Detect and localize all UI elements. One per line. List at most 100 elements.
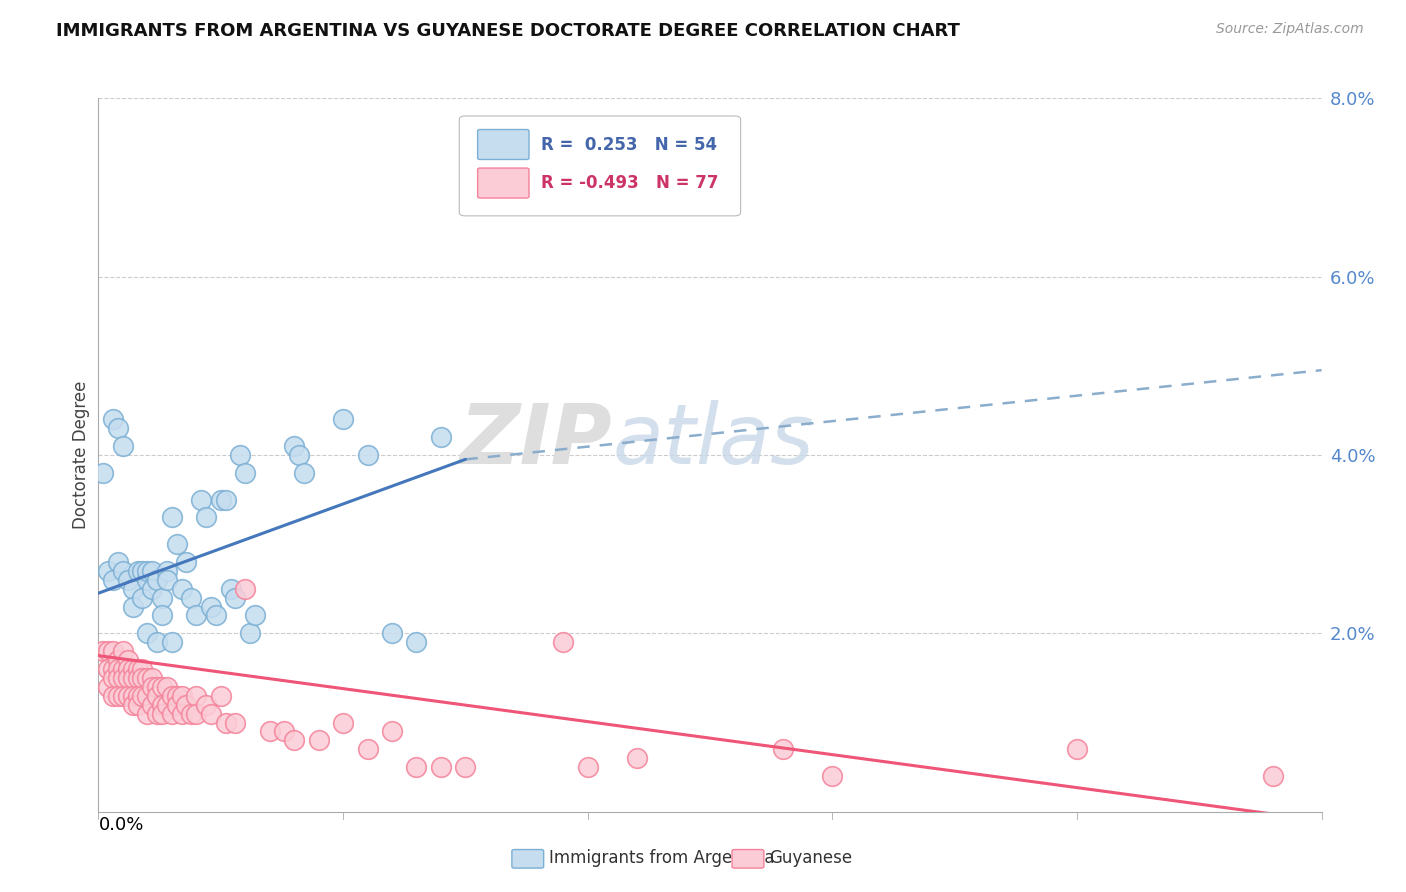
Point — [821, 769, 844, 783]
Point — [117, 671, 139, 685]
Point — [209, 492, 232, 507]
Point — [146, 689, 169, 703]
Point — [332, 412, 354, 426]
Text: Immigrants from Argentina: Immigrants from Argentina — [548, 849, 775, 867]
Point — [101, 671, 124, 685]
Point — [430, 430, 453, 444]
Point — [200, 599, 222, 614]
Point — [127, 689, 149, 703]
Point — [97, 662, 120, 676]
Point — [117, 573, 139, 587]
Point — [141, 680, 163, 694]
Point — [283, 439, 305, 453]
Point — [160, 510, 183, 524]
Point — [111, 662, 134, 676]
Y-axis label: Doctorate Degree: Doctorate Degree — [72, 381, 90, 529]
Point — [430, 760, 453, 774]
Point — [121, 698, 143, 712]
Point — [117, 653, 139, 667]
FancyBboxPatch shape — [478, 168, 529, 198]
Point — [224, 591, 246, 605]
Point — [107, 689, 129, 703]
Point — [136, 671, 159, 685]
Point — [111, 439, 134, 453]
Point — [180, 591, 202, 605]
Point — [121, 662, 143, 676]
Text: ZIP: ZIP — [460, 401, 612, 481]
Point — [127, 698, 149, 712]
Point — [141, 671, 163, 685]
Point — [136, 573, 159, 587]
Point — [259, 724, 281, 739]
Text: 0.0%: 0.0% — [98, 816, 143, 834]
Point — [131, 662, 153, 676]
Point — [160, 706, 183, 721]
Point — [97, 680, 120, 694]
Point — [131, 591, 153, 605]
Point — [121, 689, 143, 703]
Text: IMMIGRANTS FROM ARGENTINA VS GUYANESE DOCTORATE DEGREE CORRELATION CHART: IMMIGRANTS FROM ARGENTINA VS GUYANESE DO… — [56, 22, 960, 40]
Point — [239, 626, 262, 640]
Point — [233, 466, 256, 480]
Point — [121, 599, 143, 614]
Point — [576, 162, 599, 177]
Point — [117, 662, 139, 676]
Point — [111, 564, 134, 578]
Point — [150, 706, 173, 721]
Point — [97, 564, 120, 578]
Point — [156, 680, 179, 694]
Point — [101, 573, 124, 587]
Point — [381, 626, 404, 640]
Point — [166, 689, 188, 703]
Point — [186, 608, 208, 623]
Point — [626, 751, 648, 765]
Point — [170, 689, 193, 703]
Point — [146, 706, 169, 721]
Point — [195, 698, 218, 712]
Point — [146, 573, 169, 587]
Point — [292, 466, 315, 480]
Point — [190, 492, 212, 507]
Point — [107, 671, 129, 685]
Point — [553, 635, 575, 649]
Point — [150, 608, 173, 623]
Point — [186, 689, 208, 703]
Point — [1066, 742, 1088, 756]
Point — [141, 582, 163, 596]
Point — [229, 448, 252, 462]
Point — [131, 689, 153, 703]
Point — [101, 662, 124, 676]
Point — [101, 689, 124, 703]
Point — [111, 644, 134, 658]
Point — [107, 421, 129, 435]
Point — [224, 715, 246, 730]
Point — [146, 635, 169, 649]
Point — [136, 564, 159, 578]
Point — [1261, 769, 1284, 783]
Point — [136, 689, 159, 703]
Point — [141, 564, 163, 578]
Point — [283, 733, 305, 747]
Point — [150, 591, 173, 605]
Point — [97, 644, 120, 658]
Point — [111, 671, 134, 685]
Point — [166, 537, 188, 551]
Point — [332, 715, 354, 730]
Point — [405, 635, 427, 649]
Point — [156, 564, 179, 578]
Point — [127, 671, 149, 685]
Point — [772, 742, 794, 756]
Point — [576, 760, 599, 774]
Point — [214, 715, 236, 730]
Point — [356, 448, 378, 462]
Point — [166, 698, 188, 712]
Point — [146, 680, 169, 694]
Point — [454, 760, 477, 774]
Text: R =  0.253   N = 54: R = 0.253 N = 54 — [541, 136, 717, 153]
Point — [160, 635, 183, 649]
Point — [308, 733, 330, 747]
Point — [186, 706, 208, 721]
Point — [136, 626, 159, 640]
FancyBboxPatch shape — [460, 116, 741, 216]
Point — [170, 582, 193, 596]
